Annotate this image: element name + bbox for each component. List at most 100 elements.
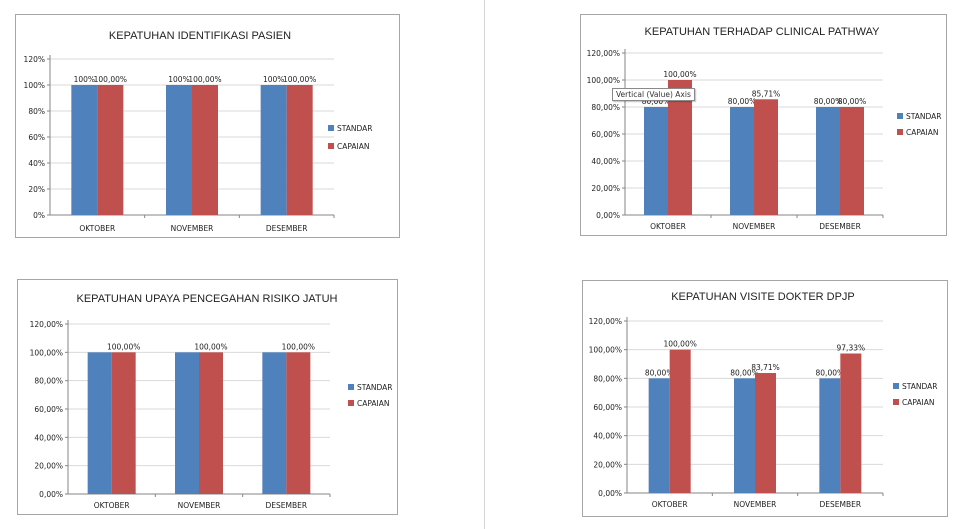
category-label: DESEMBER [819,222,861,231]
data-label: 100,00% [283,75,316,84]
legend-label-standar: STANDAR [902,382,938,391]
data-label: 100% [263,75,284,84]
y-tick-label: 20,00% [591,184,620,193]
y-tick-label: 0% [33,211,45,220]
legend-label-capaian: CAPAIAN [357,399,390,408]
data-label: 100,00% [663,70,696,79]
bar-capaian-oktober[interactable] [669,349,691,493]
legend-swatch-standar [897,113,903,119]
bar-capaian-oktober[interactable] [97,85,124,215]
category-label: DESEMBER [820,500,862,509]
y-tick-label: 80% [28,107,45,116]
y-tick-label: 40,00% [34,433,63,442]
category-label: OKTOBER [652,500,688,509]
legend-label-standar: STANDAR [337,124,373,133]
y-tick-label: 0,00% [598,489,622,498]
y-tick-label: 120,00% [589,317,622,326]
data-label: 97,33% [837,343,866,352]
y-tick-label: 100% [24,81,45,90]
legend-swatch-capaian [893,399,899,405]
bar-standar-november[interactable] [166,85,192,215]
bar-capaian-desember[interactable] [840,353,862,493]
category-label: DESEMBER [266,501,308,510]
y-tick-label: 40,00% [593,432,622,441]
chart-title: KEPATUHAN TERHADAP CLINICAL PATHWAY [645,26,881,38]
y-tick-label: 120,00% [587,49,620,58]
chart-kepatuhan-clinical-pathway[interactable]: KEPATUHAN TERHADAP CLINICAL PATHWAY 0,00%… [580,14,947,236]
bar-standar-oktober[interactable] [644,107,668,215]
data-label: 85,71% [752,89,781,98]
bar-standar-desember[interactable] [260,85,287,215]
bar-standar-november[interactable] [734,378,755,493]
y-tick-label: 0,00% [39,490,63,499]
y-tick-label: 20,00% [34,462,63,471]
bar-capaian-desember[interactable] [286,352,311,494]
category-label: DESEMBER [266,224,308,233]
bar-capaian-oktober[interactable] [668,80,692,215]
y-tick-label: 100,00% [587,76,620,85]
legend-swatch-standar [348,384,354,390]
y-tick-label: 60,00% [34,405,63,414]
data-label: 80,00% [816,368,845,377]
y-tick-label: 40,00% [591,157,620,166]
category-label: NOVEMBER [171,224,214,233]
legend-label-capaian: CAPAIAN [902,398,935,407]
data-label: 100,00% [282,342,315,351]
legend-label-standar: STANDAR [906,112,942,121]
chart-title: KEPATUHAN UPAYA PENCEGAHAN RISIKO JATUH [77,293,338,305]
bar-capaian-november[interactable] [199,352,223,494]
chart-kepatuhan-pencegahan-risiko-jatuh[interactable]: KEPATUHAN UPAYA PENCEGAHAN RISIKO JATUH 0… [17,279,398,515]
bar-standar-desember[interactable] [816,107,840,215]
bar-capaian-november[interactable] [192,85,218,215]
legend-label-capaian: CAPAIAN [337,142,370,151]
bar-standar-oktober[interactable] [71,85,98,215]
data-label: 100,00% [188,75,221,84]
data-label: 100,00% [663,340,696,349]
y-tick-label: 120% [24,55,45,64]
data-label: 80,00% [728,97,757,106]
legend-swatch-capaian [328,143,334,149]
bar-capaian-november[interactable] [755,373,776,493]
data-label: 100,00% [94,75,127,84]
category-label: OKTOBER [650,222,686,231]
bar-standar-desember[interactable] [262,352,287,494]
chart-svg: KEPATUHAN TERHADAP CLINICAL PATHWAY 0,00%… [587,26,942,231]
legend-label-standar: STANDAR [357,383,393,392]
data-label: 83,71% [751,363,780,372]
y-tick-label: 60,00% [593,403,622,412]
legend-swatch-standar [328,125,334,131]
y-tick-label: 0,00% [596,211,620,220]
chart-kepatuhan-visite-dokter-dpjp[interactable]: KEPATUHAN VISITE DOKTER DPJP 0,00% 20,00% 4… [582,280,948,517]
y-tick-label: 20% [28,185,45,194]
chart-kepatuhan-identifikasi-pasien[interactable]: KEPATUHAN IDENTIFIKASI PASIEN 0% 20% 40% 60%… [15,14,400,238]
legend-swatch-standar [893,383,899,389]
y-tick-label: 80,00% [591,103,620,112]
category-label: NOVEMBER [178,501,221,510]
y-tick-label: 100,00% [30,348,63,357]
bar-capaian-oktober[interactable] [111,352,136,494]
bar-capaian-desember[interactable] [286,85,313,215]
page-divider [484,0,485,529]
data-label: 100,00% [107,342,140,351]
data-label: 80,00% [645,368,674,377]
bar-capaian-desember[interactable] [840,107,864,215]
bar-standar-oktober[interactable] [648,378,670,493]
bar-standar-november[interactable] [175,352,199,494]
axis-tooltip: Vertical (Value) Axis [612,88,695,101]
legend-swatch-capaian [348,400,354,406]
data-label: 80,00% [730,368,759,377]
y-tick-label: 100,00% [589,346,622,355]
bar-capaian-november[interactable] [754,99,778,215]
y-tick-label: 80,00% [34,377,63,386]
chart-title: KEPATUHAN VISITE DOKTER DPJP [671,291,855,303]
chart-svg: KEPATUHAN UPAYA PENCEGAHAN RISIKO JATUH 0… [30,293,393,510]
y-tick-label: 40% [28,159,45,168]
bar-standar-oktober[interactable] [87,352,112,494]
chart-svg: KEPATUHAN VISITE DOKTER DPJP 0,00% 20,00% 4… [589,291,938,509]
y-tick-label: 60% [28,133,45,142]
data-label: 100,00% [194,342,227,351]
y-tick-label: 80,00% [593,374,622,383]
bar-standar-desember[interactable] [819,378,841,493]
chart-svg: KEPATUHAN IDENTIFIKASI PASIEN 0% 20% 40% 60%… [24,30,373,233]
bar-standar-november[interactable] [730,107,754,215]
